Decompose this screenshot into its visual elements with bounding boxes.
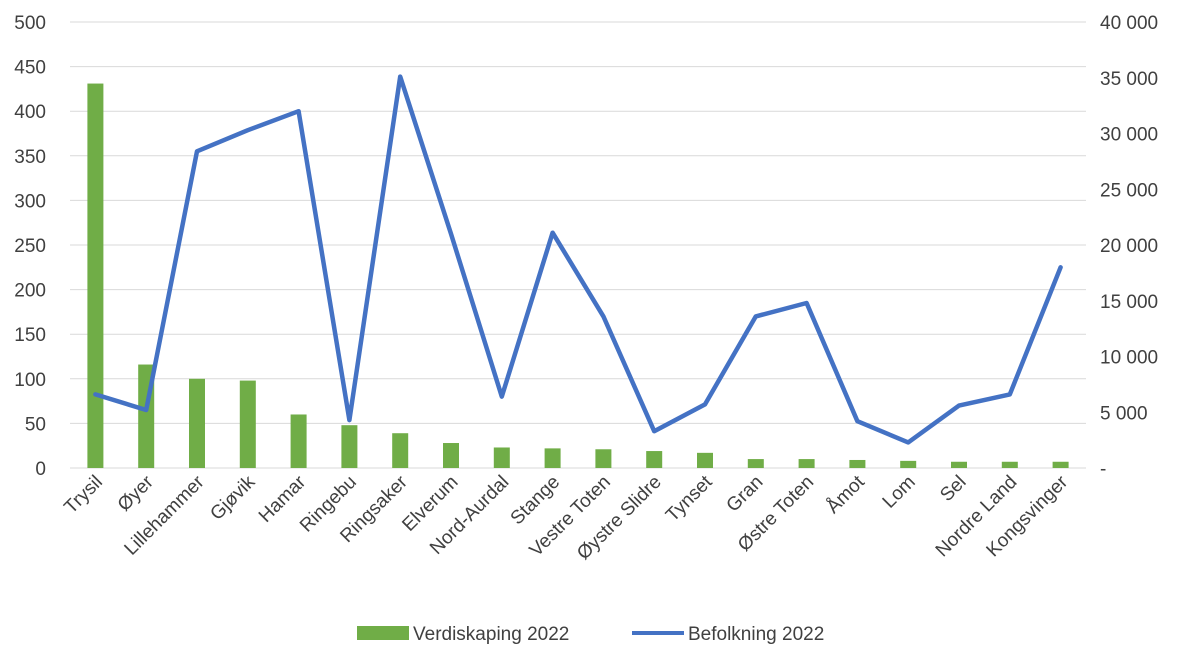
bar <box>951 461 967 468</box>
left-axis-tick-label: 500 <box>14 13 46 34</box>
left-axis-tick-label: 200 <box>14 281 46 302</box>
left-axis-tick-label: 400 <box>14 102 46 123</box>
bar <box>290 414 307 468</box>
left-axis-tick-label: 100 <box>14 370 46 391</box>
right-axis-tick-label: - <box>1100 459 1106 480</box>
bar <box>697 452 713 468</box>
left-axis-tick-label: 150 <box>14 325 46 346</box>
category-label: Gran <box>723 472 768 517</box>
left-axis-tick-label: 0 <box>35 459 46 480</box>
category-label: Gjøvik <box>206 471 259 524</box>
bar <box>392 433 409 468</box>
left-axis-tick-labels: 0 50 100 150 200 250 300 350 400 450 500 <box>14 13 46 480</box>
bar <box>849 459 866 468</box>
left-axis-tick-label: 250 <box>14 236 46 257</box>
bar <box>493 447 510 468</box>
bar <box>341 425 358 468</box>
left-axis-tick-label: 50 <box>25 414 46 435</box>
category-label: Sel <box>936 472 970 506</box>
legend-swatch-verdiskaping <box>357 626 409 640</box>
right-axis-tick-label: 20 000 <box>1100 236 1158 257</box>
legend: Verdiskaping 2022 Befolkning 2022 <box>357 624 824 645</box>
right-axis-tick-label: 40 000 <box>1100 13 1158 34</box>
bar <box>544 448 561 468</box>
left-axis-tick-label: 450 <box>14 58 46 79</box>
bar <box>189 378 205 468</box>
left-axis-tick-label: 300 <box>14 191 46 212</box>
right-axis-tick-label: 5 000 <box>1100 403 1148 424</box>
category-label: Tynset <box>662 471 717 526</box>
bar <box>900 460 917 468</box>
bar <box>1001 461 1018 468</box>
gridlines <box>70 21 1086 469</box>
right-axis-tick-label: 35 000 <box>1100 69 1158 90</box>
category-label: Lom <box>879 472 920 513</box>
bar <box>747 459 764 468</box>
legend-label-verdiskaping: Verdiskaping 2022 <box>413 624 569 645</box>
series-line <box>93 74 1063 445</box>
category-axis-labels: Trysil ØyerLillehammerGjøvikHamarRingebuR… <box>60 471 1072 564</box>
category-label: Åmot <box>823 471 870 518</box>
bar <box>443 443 459 468</box>
right-axis-tick-label: 30 000 <box>1100 125 1158 146</box>
right-axis-tick-label: 25 000 <box>1100 180 1158 201</box>
bar <box>646 451 663 468</box>
line-series-befolkning <box>93 74 1063 445</box>
bar <box>595 449 612 468</box>
right-axis-tick-labels: - 5 000 10 000 15 000 20 000 25 000 30 000 35 0… <box>1100 13 1158 480</box>
bar <box>87 83 104 468</box>
category-label: Trysil <box>60 472 106 518</box>
right-axis-tick-label: 15 000 <box>1100 292 1158 313</box>
bar <box>1052 461 1069 468</box>
right-axis-tick-label: 10 000 <box>1100 348 1158 369</box>
category-label: Øyer <box>114 471 158 515</box>
bar <box>239 380 256 468</box>
left-axis-tick-label: 350 <box>14 147 46 168</box>
legend-label-befolkning: Befolkning 2022 <box>688 624 824 645</box>
bar <box>798 459 815 468</box>
